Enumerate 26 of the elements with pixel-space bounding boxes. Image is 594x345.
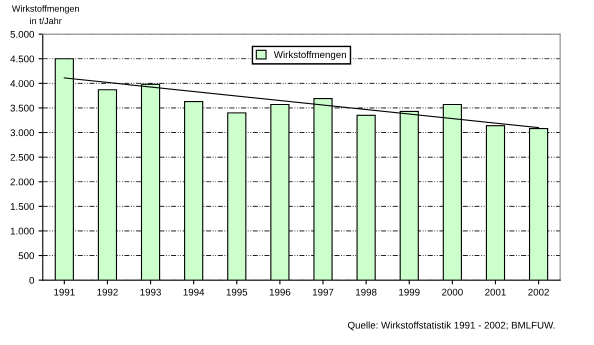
- y-tick-label: 2.000: [10, 178, 34, 186]
- x-tick-label: 1996: [270, 288, 290, 296]
- y-tick-label: 0: [29, 276, 34, 284]
- y-tick-label: 1.500: [10, 203, 34, 210]
- x-tick-label: 2000: [442, 288, 463, 296]
- y-tick-label: 3.500: [10, 104, 34, 112]
- x-tick-label: 2002: [528, 288, 549, 296]
- y-tick-label: 3.000: [10, 129, 34, 136]
- y-tick-label: 2.500: [10, 154, 34, 161]
- x-tick-label: 1993: [140, 288, 161, 296]
- y-tick-label: 4.500: [10, 55, 34, 62]
- x-tick-label: 1991: [54, 288, 75, 296]
- x-tick-label: 1994: [184, 288, 204, 296]
- y-tick-label: 4.000: [10, 80, 34, 87]
- x-tick-label: 1998: [356, 288, 377, 296]
- x-tick-label: 2001: [485, 288, 506, 296]
- x-tick-label: 1997: [312, 288, 334, 296]
- source-note: Quelle: Wirkstoffstatistik 1991 - 2002; BMLFUW.: [348, 321, 555, 330]
- x-tick-label: 1999: [399, 288, 420, 296]
- x-tick-label: 1992: [97, 288, 118, 296]
- y-axis-title: Wirkstoffmengen in t/Jahr: [12, 5, 79, 24]
- y-tick-label: 1.000: [10, 228, 34, 235]
- x-tick-label: 1995: [226, 288, 248, 296]
- legend-label: Wirkstoffmengen: [274, 50, 346, 60]
- y-tick-label: 5.000: [10, 30, 34, 38]
- y-tick-label: 500: [18, 252, 34, 260]
